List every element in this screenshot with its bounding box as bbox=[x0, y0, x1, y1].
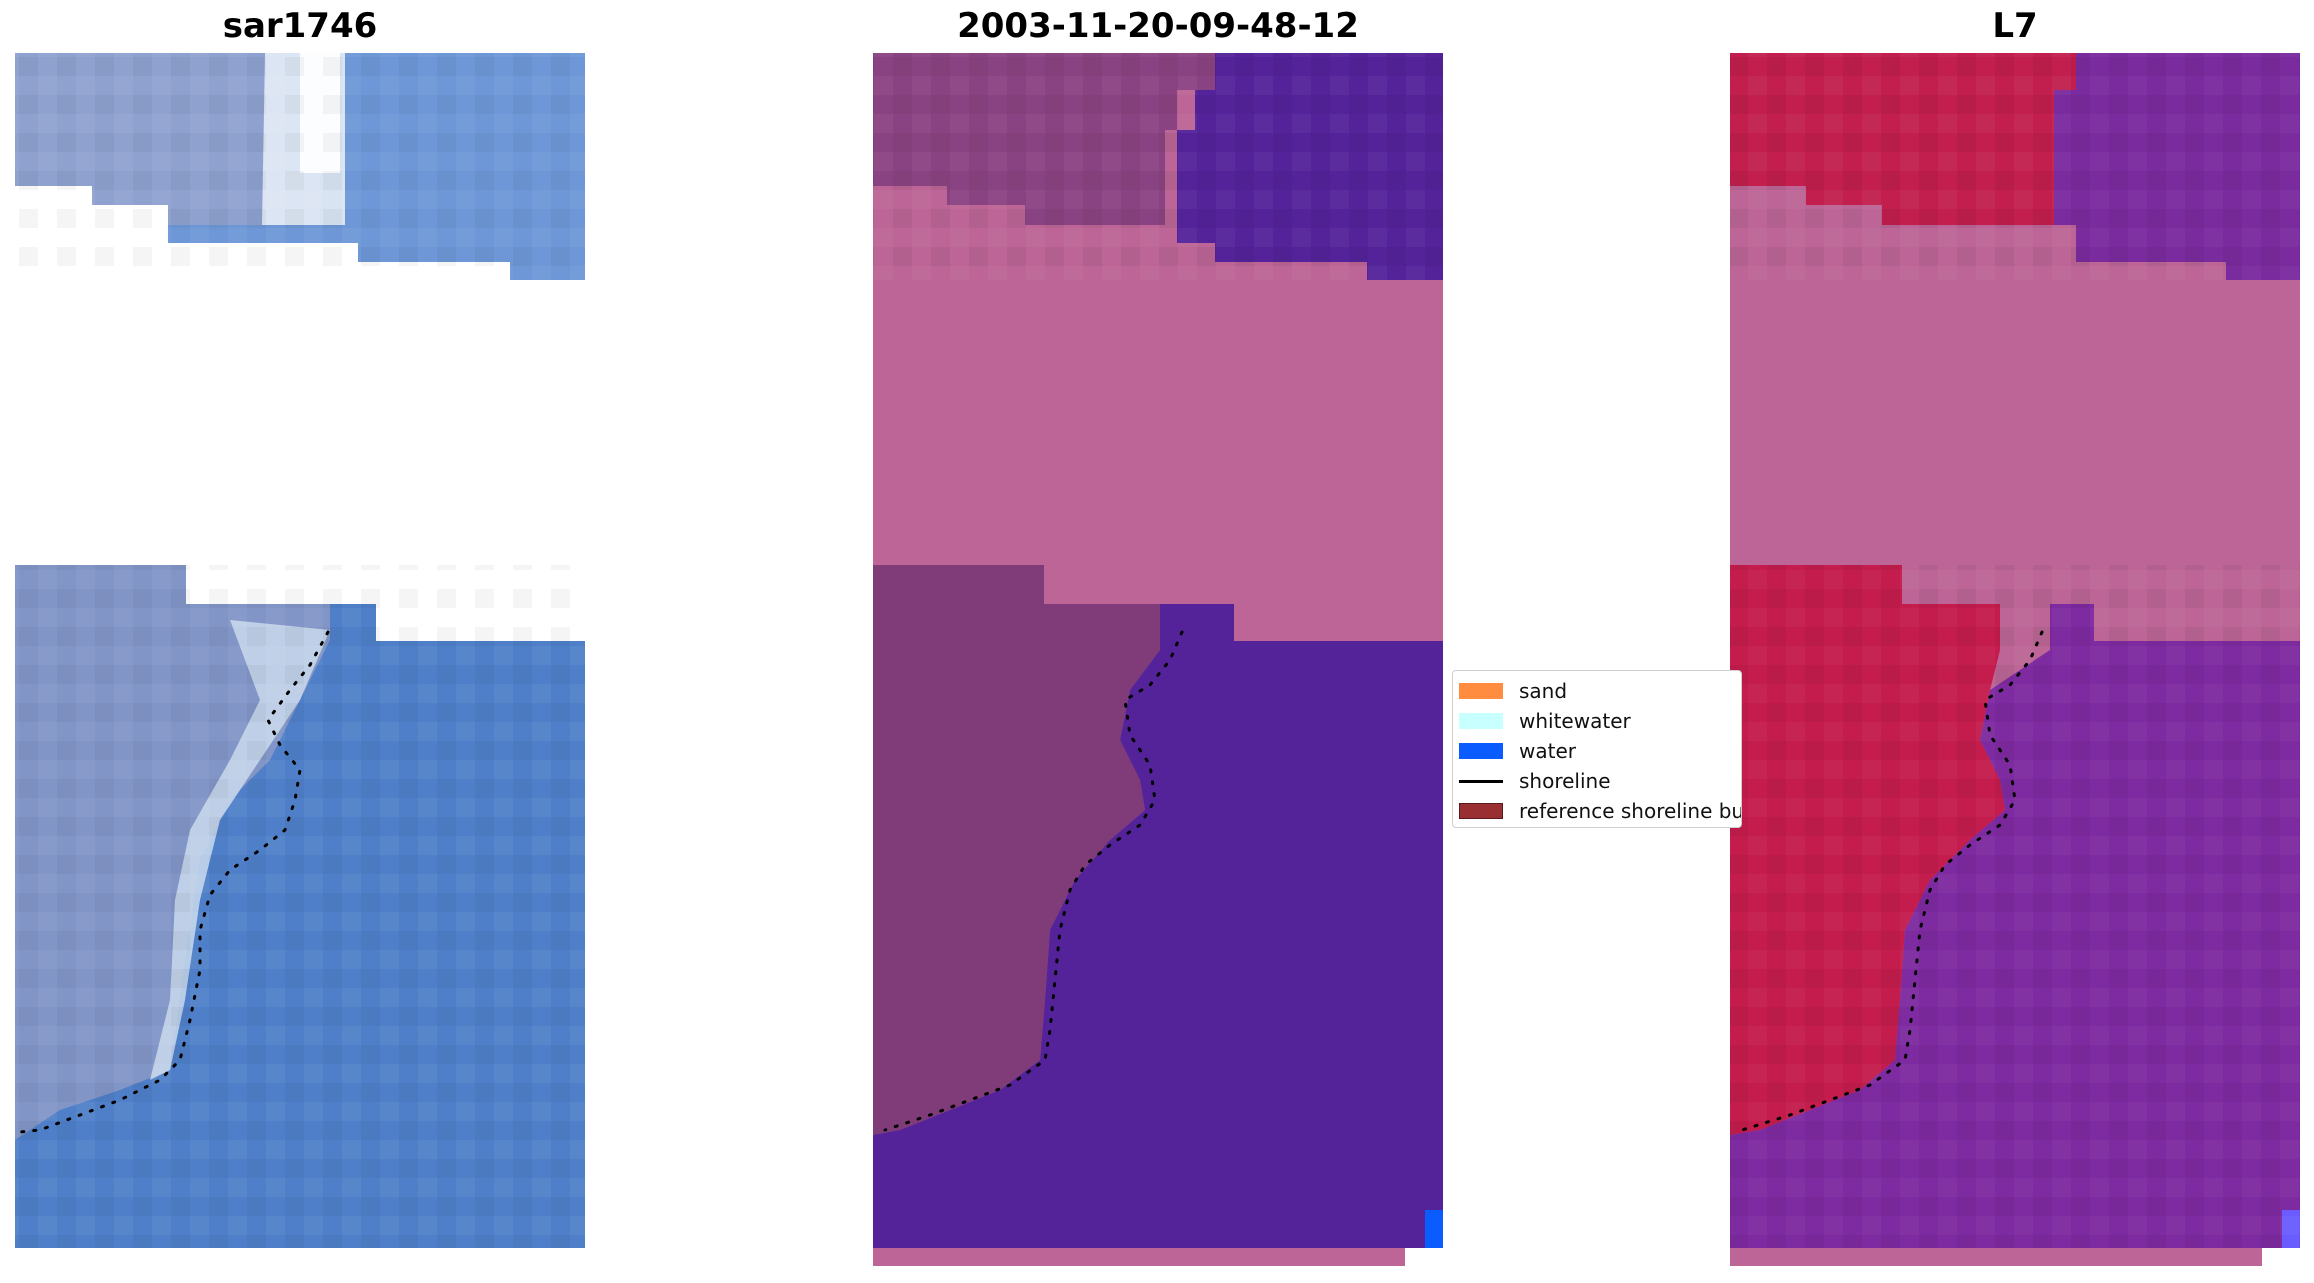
legend-swatch-reference-buffer bbox=[1459, 803, 1503, 819]
legend-item-reference-shoreline-buffer: reference shoreline buffer bbox=[1459, 797, 1741, 825]
legend-label: reference shoreline buffer bbox=[1519, 799, 1741, 823]
legend-label: water bbox=[1519, 739, 1576, 763]
classification-image bbox=[873, 53, 1443, 1266]
rgb-image bbox=[15, 53, 585, 1248]
class-bottom-water bbox=[873, 604, 1443, 1248]
panel-title-classification: 2003-11-20-09-48-12 bbox=[957, 6, 1359, 46]
mndwi-image bbox=[1730, 53, 2300, 1266]
class-bottom-land bbox=[873, 565, 1160, 1135]
legend-swatch-water bbox=[1459, 743, 1503, 759]
legend-item-shoreline: shoreline bbox=[1459, 767, 1611, 795]
legend-label: shoreline bbox=[1519, 769, 1611, 793]
panel-title-rgb: sar1746 bbox=[222, 6, 378, 46]
legend-swatch-whitewater bbox=[1459, 713, 1503, 729]
legend-item-water: water bbox=[1459, 737, 1576, 765]
rgb-shoreline bbox=[18, 630, 330, 1134]
class-water-edge bbox=[1425, 1210, 1443, 1248]
class-bottom-strip bbox=[873, 1248, 1405, 1266]
legend-line-shoreline bbox=[1459, 779, 1503, 783]
legend-label: sand bbox=[1519, 679, 1568, 703]
legend-item-sand: sand bbox=[1459, 677, 1567, 705]
panel-title-mndwi: L7 bbox=[1992, 6, 2038, 46]
mndwi-bottom-strip bbox=[1730, 1248, 2262, 1266]
legend: sand whitewater water shoreline referenc… bbox=[1452, 670, 1742, 828]
mndwi-shoreline bbox=[1740, 630, 2044, 1132]
legend-item-whitewater: whitewater bbox=[1459, 707, 1631, 735]
legend-label: whitewater bbox=[1519, 709, 1631, 733]
legend-swatch-sand bbox=[1459, 683, 1503, 699]
class-shoreline bbox=[883, 630, 1184, 1132]
